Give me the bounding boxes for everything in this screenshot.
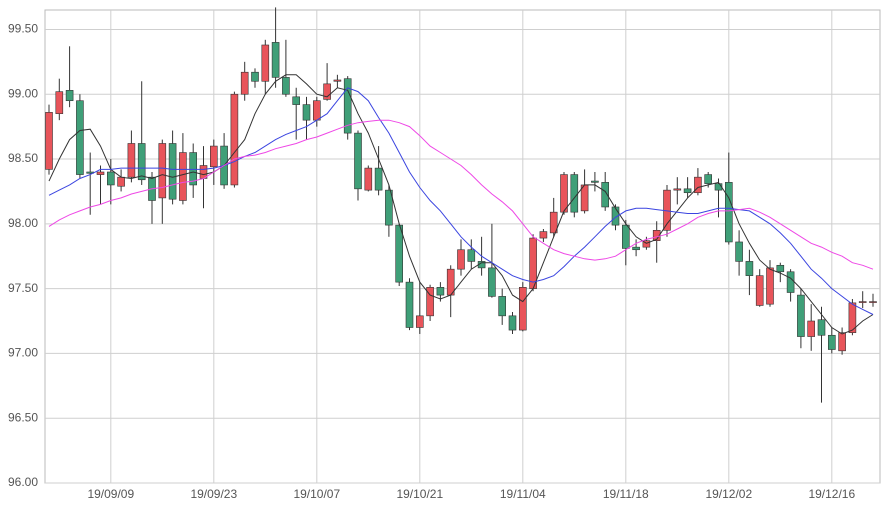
y-tick-label: 96.00 [8,475,38,489]
candle-body [498,296,507,317]
candle-body [776,264,785,273]
candle-body [343,78,352,134]
x-tick-label: 19/11/18 [603,487,649,501]
candle-body [251,71,259,82]
candle-body [621,224,630,249]
y-tick-label: 97.50 [8,281,38,295]
candle-body [65,90,74,102]
candle-body [560,174,568,213]
y-tick-label: 96.50 [8,410,38,424]
candle-body [374,167,383,191]
candle-body [137,143,146,181]
candle-body [611,206,620,226]
candle-body [230,93,239,186]
candle-body [45,112,53,170]
candle-body [869,301,877,303]
candle-body [415,315,424,328]
moving-average-line [48,119,874,270]
candle-body [467,249,476,262]
candle-body [745,261,754,276]
y-tick-label: 98.00 [8,216,38,230]
candle-body [158,143,167,199]
candle-body [282,77,290,95]
y-tick-label: 99.50 [8,22,38,36]
candle-body [848,302,857,333]
candle-body [735,241,743,262]
candle-body [210,145,218,168]
candle-body [817,319,826,336]
x-tick-label: 19/09/23 [190,487,237,501]
candle-body [96,171,105,175]
candle-body [797,294,805,337]
candle-body [168,143,177,200]
x-tick-label: 19/12/02 [705,487,752,501]
candle-body [580,184,589,212]
candle-body [488,267,496,297]
candle-body [786,271,795,293]
candle-body [858,301,867,303]
candle-body [240,71,249,95]
candle-body [395,224,404,283]
candle-body [385,189,393,226]
candle-body [323,83,331,100]
candle-body [539,231,548,239]
candle-body [426,287,434,317]
y-tick-label: 97.00 [8,346,38,360]
candle-body [724,182,733,243]
candle-body [189,152,197,186]
candle-body [704,174,713,184]
candle-body [117,176,125,187]
candle-body [364,167,373,191]
candle-body [673,188,682,191]
y-tick-label: 99.00 [8,86,38,100]
candle-body [755,275,764,306]
candle-body [107,171,115,186]
y-tick-label: 98.50 [8,151,38,165]
candle-body [694,176,702,194]
candle-body [601,182,610,208]
candle-body [436,287,445,296]
x-tick-label: 19/10/07 [293,487,340,501]
candle-body [302,104,311,121]
candle-body [271,42,280,78]
plot-area [44,9,881,484]
moving-average-line [48,74,874,335]
candle-body [827,334,836,350]
candle-body [457,249,465,270]
moving-average-line [48,87,874,315]
candle-body [807,320,816,337]
candle-body [261,44,270,82]
candle-body [127,143,136,178]
x-tick-label: 19/12/16 [808,487,855,501]
candle-body [55,91,64,114]
candle-body [549,211,558,234]
candle-body [591,180,599,183]
x-tick-label: 19/10/21 [396,487,443,501]
candle-body [683,188,692,194]
candle-body [570,174,579,213]
candle-body [642,240,651,248]
candle-body [766,267,774,305]
candle-body [76,100,84,175]
candle-body [508,315,517,331]
candle-body [354,132,362,190]
candle-body [632,246,640,251]
candle-body [312,100,321,121]
candle-body [179,152,187,201]
candle-body [838,332,846,352]
candle-body [292,96,301,105]
x-tick-label: 19/11/04 [500,487,546,501]
x-tick-label: 19/09/09 [87,487,134,501]
candle-body [405,281,414,328]
candle-body [333,79,342,82]
candle-body [518,287,527,331]
